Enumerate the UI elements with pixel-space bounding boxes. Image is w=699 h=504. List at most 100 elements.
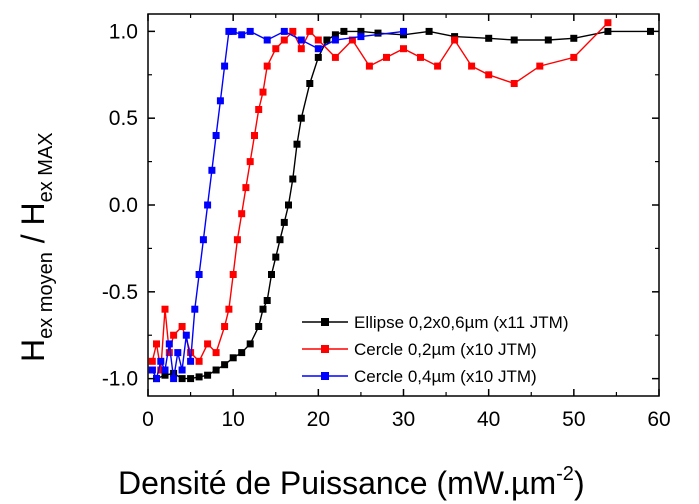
data-point xyxy=(238,349,246,357)
data-point xyxy=(374,29,382,37)
y-tick-label: 1.0 xyxy=(109,20,138,43)
data-point xyxy=(178,366,186,374)
data-point xyxy=(485,34,493,42)
y-axis-title-slash: / H xyxy=(15,202,51,252)
data-point xyxy=(204,371,212,379)
data-point xyxy=(165,340,173,348)
data-point xyxy=(221,323,229,330)
data-point xyxy=(170,331,178,339)
data-point xyxy=(259,305,267,313)
data-point xyxy=(268,271,275,278)
data-point xyxy=(365,62,373,70)
x-tick-label: 50 xyxy=(562,408,585,431)
data-point xyxy=(297,114,305,122)
data-point xyxy=(195,357,203,365)
data-point xyxy=(306,80,314,87)
data-point xyxy=(246,27,254,35)
data-point xyxy=(238,210,246,218)
data-point xyxy=(485,71,493,79)
data-point xyxy=(468,62,476,70)
data-point xyxy=(306,27,314,35)
series-layer xyxy=(148,19,654,383)
data-point xyxy=(242,184,250,192)
data-point xyxy=(208,166,216,174)
data-point xyxy=(323,36,331,44)
series-line-0 xyxy=(151,30,651,380)
legend-marker xyxy=(321,345,329,353)
data-point xyxy=(263,62,271,70)
data-point xyxy=(148,357,156,365)
data-point xyxy=(161,371,169,379)
x-tick-label: 40 xyxy=(477,408,500,431)
y-axis-title-sub1: ex moyen xyxy=(35,252,57,339)
data-point xyxy=(348,36,356,44)
legend-label: Ellipse 0,2x0,6µm (x11 JTM) xyxy=(354,313,568,332)
legend-marker xyxy=(321,372,329,380)
data-point xyxy=(276,236,284,244)
data-point xyxy=(285,201,292,209)
data-point xyxy=(383,53,390,61)
data-point xyxy=(293,140,301,148)
data-point xyxy=(229,271,237,278)
data-point xyxy=(212,349,220,357)
y-axis-title-sub2: ex MAX xyxy=(35,132,57,202)
data-point xyxy=(229,27,237,35)
data-point xyxy=(331,53,339,61)
data-point xyxy=(331,36,339,44)
data-point xyxy=(647,27,654,35)
data-point xyxy=(510,80,518,87)
data-point xyxy=(148,366,156,374)
x-tick-label: 10 xyxy=(221,408,244,431)
data-point xyxy=(246,158,254,166)
data-point xyxy=(263,297,271,304)
legend-marker xyxy=(321,318,329,326)
data-point xyxy=(187,375,195,383)
data-point xyxy=(314,45,322,53)
data-point xyxy=(221,62,229,70)
data-point xyxy=(216,97,224,105)
y-tick-label: 0.0 xyxy=(109,194,138,217)
data-point xyxy=(178,323,186,330)
y-tick-label: -1.0 xyxy=(102,368,138,391)
data-point xyxy=(221,361,229,369)
data-point xyxy=(225,27,233,35)
y-axis-title: Hex moyen / Hex MAX xyxy=(15,132,57,362)
series-line-1 xyxy=(151,22,609,371)
data-point xyxy=(331,31,339,39)
data-point xyxy=(255,323,263,330)
x-tick-label: 60 xyxy=(647,408,670,431)
data-point xyxy=(536,62,544,70)
x-tick-label: 30 xyxy=(392,408,415,431)
data-point xyxy=(289,27,297,35)
data-point xyxy=(340,27,348,35)
data-point xyxy=(225,305,233,313)
x-axis-title: Densité de Puissance (mW.µm-2) xyxy=(118,463,585,501)
data-point xyxy=(195,373,203,381)
data-point xyxy=(195,271,203,278)
data-point xyxy=(357,27,365,35)
data-point xyxy=(153,340,160,348)
data-point xyxy=(417,53,424,61)
data-point xyxy=(314,36,322,44)
data-point xyxy=(604,27,612,35)
data-point xyxy=(280,36,288,44)
data-point xyxy=(297,45,305,53)
y-tick-label: -0.5 xyxy=(102,281,138,304)
data-point xyxy=(604,19,612,27)
x-axis-title-main: Densité de Puissance (mW.µm xyxy=(118,465,556,501)
data-point xyxy=(297,36,305,44)
plot-background xyxy=(148,14,659,396)
data-point xyxy=(182,331,190,339)
data-point xyxy=(157,366,165,374)
data-point xyxy=(199,236,207,244)
data-point xyxy=(510,36,518,44)
data-point xyxy=(212,132,220,139)
legend: Ellipse 0,2x0,6µm (x11 JTM) Cercle 0,2µm … xyxy=(302,313,568,386)
data-point xyxy=(229,354,237,362)
data-point xyxy=(272,253,280,261)
data-point xyxy=(289,175,297,183)
y-axis-title-h1: H xyxy=(15,339,51,362)
data-point xyxy=(570,53,578,61)
data-point xyxy=(272,45,280,53)
